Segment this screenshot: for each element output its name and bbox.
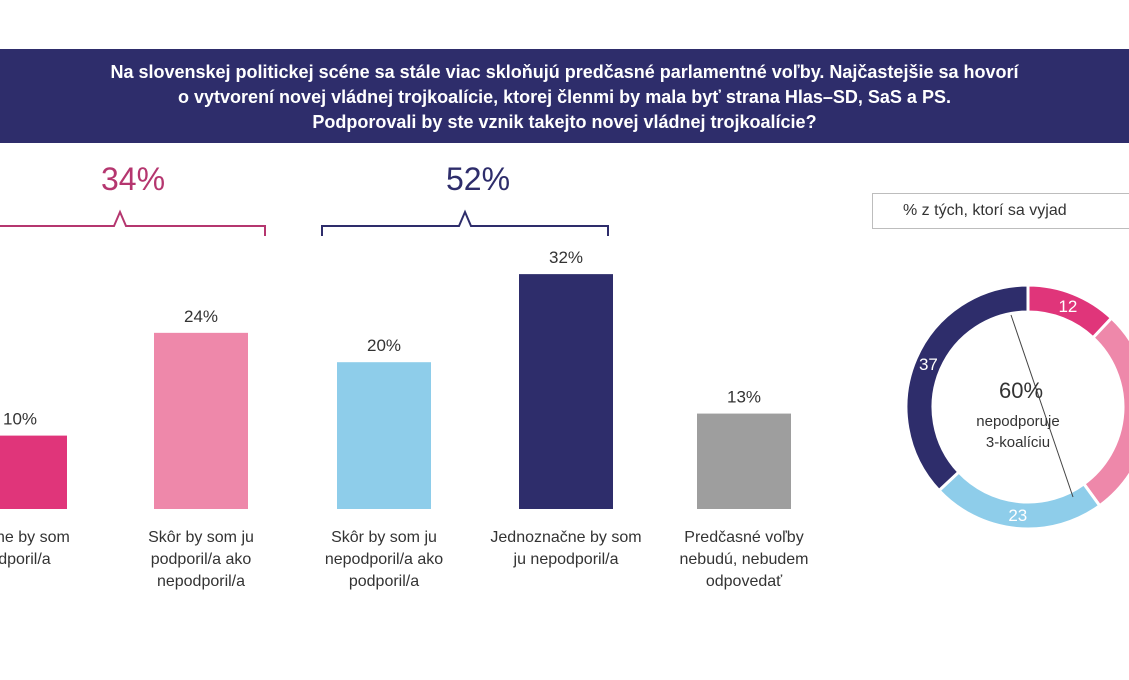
bracket-label-0: 34% [101,161,165,197]
category-label-4-2: odpovedať [706,573,783,590]
donut-slice-label-0: 12 [1058,297,1077,316]
donut-center-value: 60% [999,378,1043,403]
bracket-label-1: 52% [446,161,510,197]
donut-divider-line [1010,314,1074,498]
donut-slice-3 [904,283,1030,493]
title-line-1: Na slovenskej politickej scéne sa stále … [110,62,1019,82]
category-label-2-1: nepodporil/a ako [325,551,443,568]
donut-slice-label-3: 37 [919,355,938,374]
category-label-1-0: Skôr by som ju [148,529,254,546]
donut-legend-text: % z tých, ktorí sa vyjad [903,202,1067,219]
title-banner [0,49,1129,143]
category-label-4-0: Predčasné voľby [684,529,803,546]
bar-1 [154,332,248,509]
bar-value-label-4: 13% [727,388,761,407]
donut-slice-1 [1081,315,1129,508]
donut-center-text-0: nepodporuje [976,413,1059,430]
bar-value-label-2: 20% [367,336,401,355]
title-line-3: Podporovali by ste vznik takejto novej v… [312,112,817,132]
bar-value-label-0: 10% [3,410,37,429]
category-label-3-1: ju nepodporil/a [513,551,619,568]
donut-slice-label-2: 23 [1008,506,1027,525]
bar-0 [0,435,67,509]
bar-3 [519,274,613,509]
category-label-0-1: odporil/a [0,551,51,568]
category-label-4-1: nebudú, nebudem [680,551,809,568]
bar-value-label-3: 32% [549,248,583,267]
bracket-0 [0,209,266,236]
category-label-3-0: Jednoznačne by som [490,529,641,546]
title-line-2: o vytvorení novej vládnej trojkoalície, … [178,87,951,107]
category-label-1-1: podporil/a ako [151,551,252,568]
donut-center-text-1: 3-koalíciu [986,434,1050,451]
bar-value-label-1: 24% [184,307,218,326]
bar-4 [697,413,791,509]
category-label-1-2: nepodporil/a [157,573,245,590]
category-label-0-0: načne by som [0,529,70,546]
bar-2 [337,362,431,509]
bracket-1 [321,209,609,236]
donut-legend-box: % z tých, ktorí sa vyjad [872,193,1129,229]
category-label-2-0: Skôr by som ju [331,529,437,546]
category-label-2-2: podporil/a [349,573,419,590]
